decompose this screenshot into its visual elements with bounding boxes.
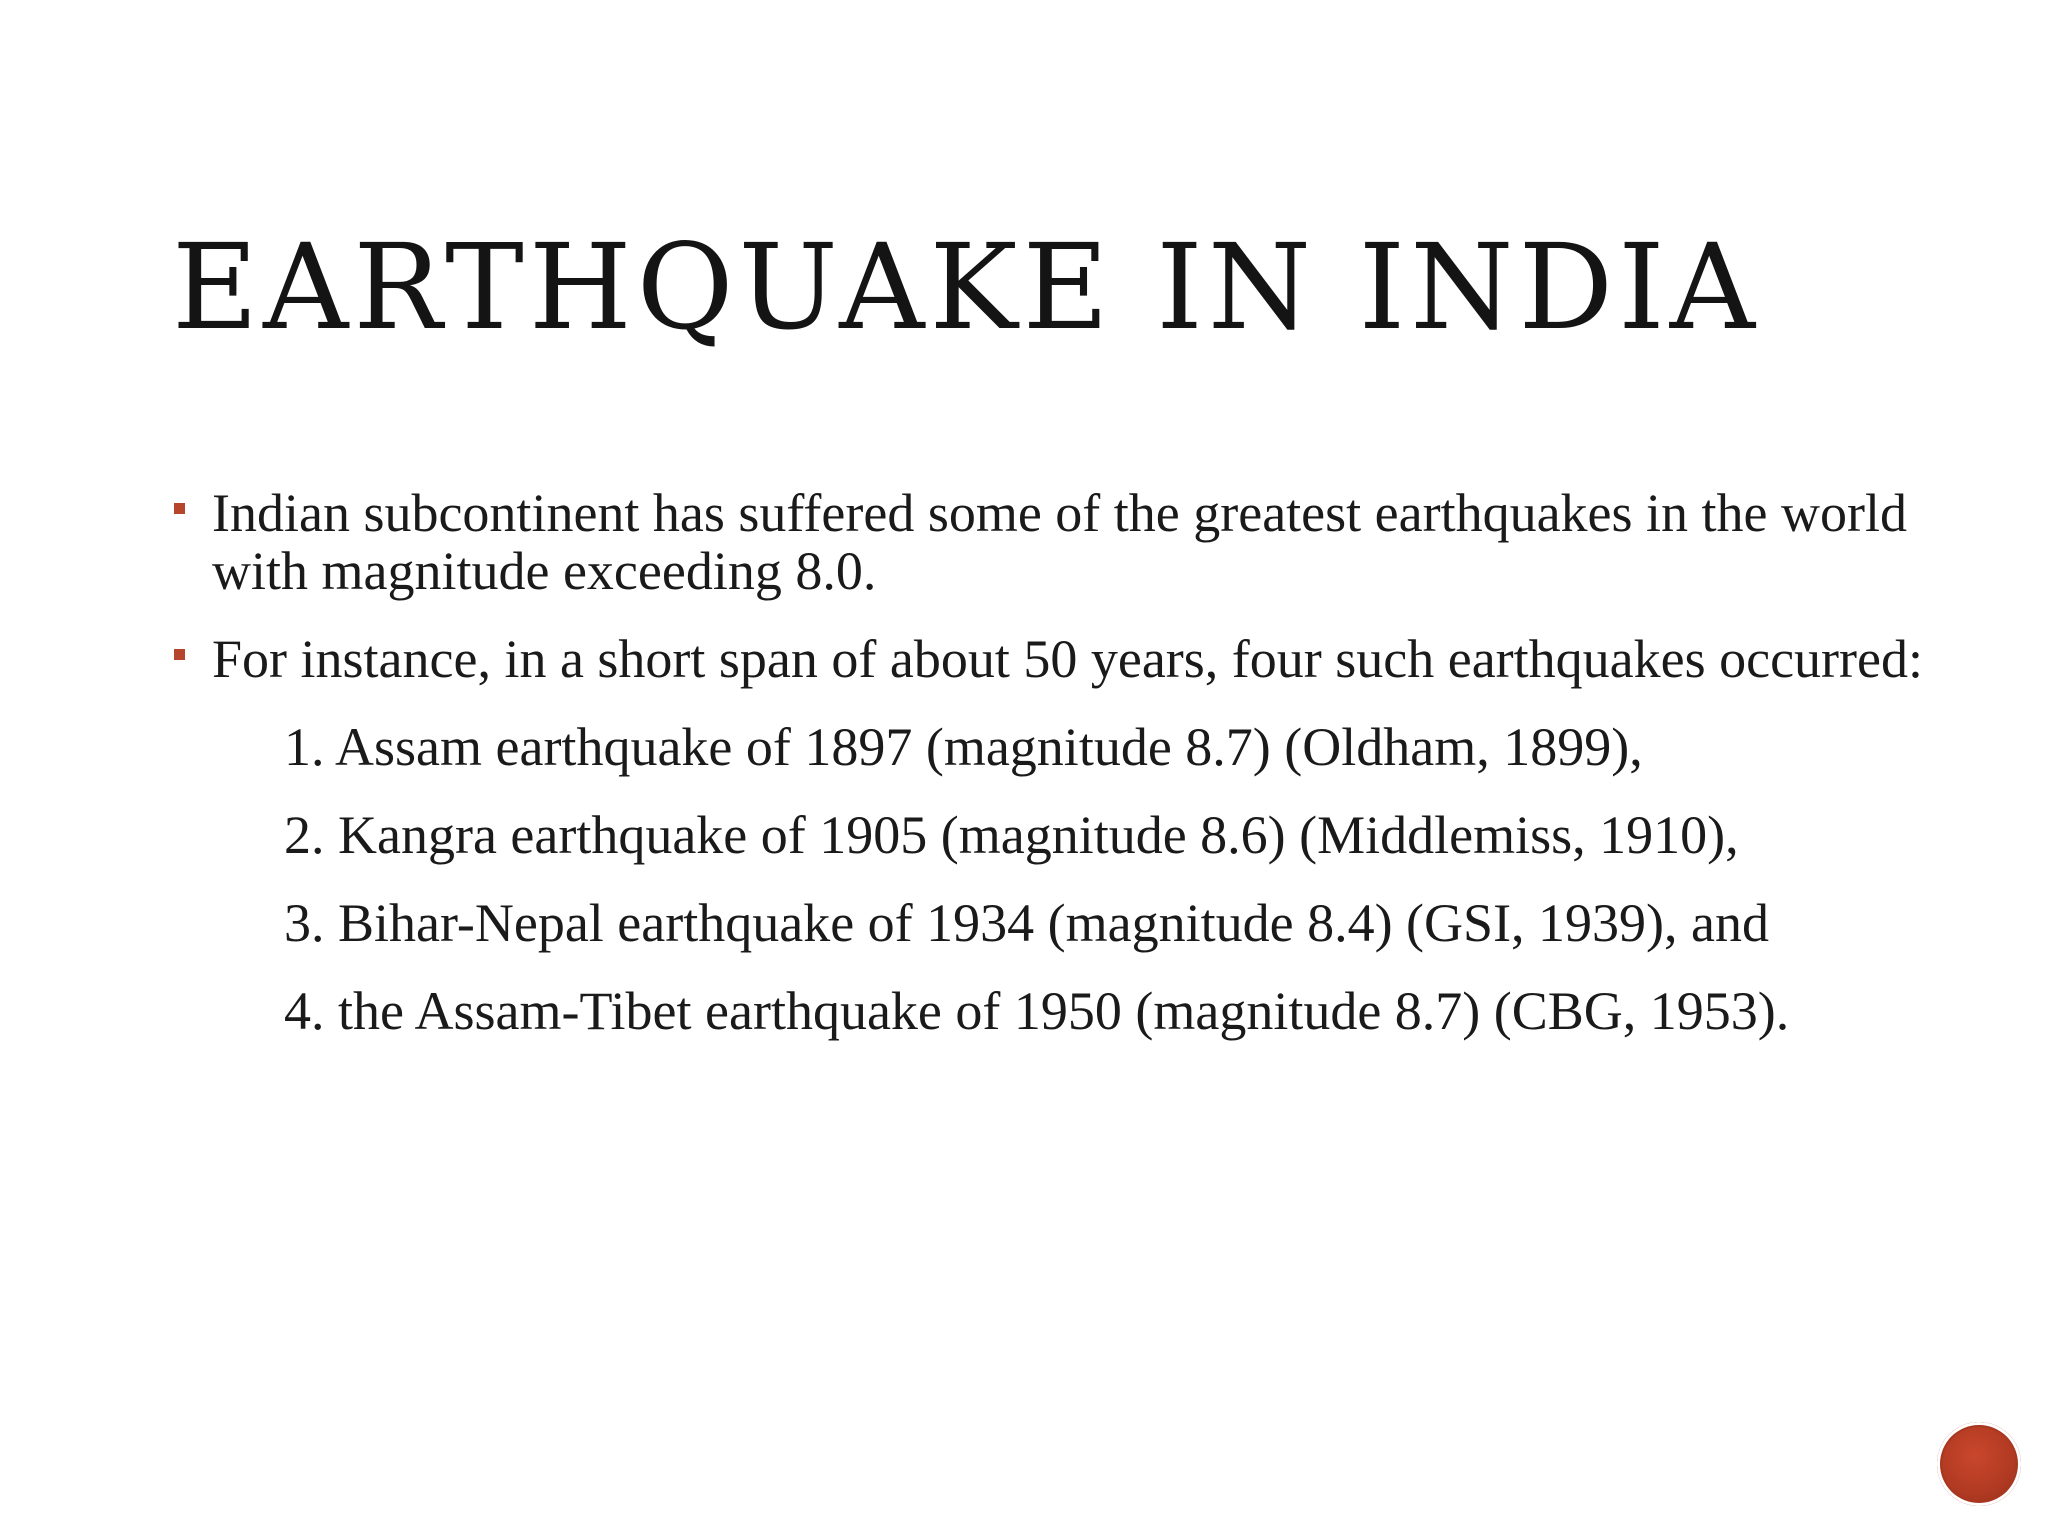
bullet-text: For instance, in a short span of about 5… — [212, 629, 1923, 689]
list-item: 2. Kangra earthquake of 1905 (magnitude … — [284, 805, 1739, 865]
list-item: 3. Bihar-Nepal earthquake of 1934 (magni… — [284, 893, 1769, 953]
list-item: 1. Assam earthquake of 1897 (magnitude 8… — [284, 717, 1643, 777]
circle-button-icon[interactable] — [1937, 1422, 2021, 1506]
square-bullet-icon — [174, 503, 185, 514]
slide-title: EARTHQUAKE IN INDIA — [172, 218, 1760, 356]
bullet-item: For instance, in a short span of about 5… — [172, 630, 1932, 688]
bullet-item: Indian subcontinent has suffered some of… — [172, 484, 1932, 600]
square-bullet-icon — [174, 649, 185, 660]
list-item: 4. the Assam-Tibet earthquake of 1950 (m… — [284, 981, 1790, 1041]
bullet-text: Indian subcontinent has suffered some of… — [212, 483, 1907, 601]
slide-content: Indian subcontinent has suffered some of… — [172, 484, 1932, 1070]
